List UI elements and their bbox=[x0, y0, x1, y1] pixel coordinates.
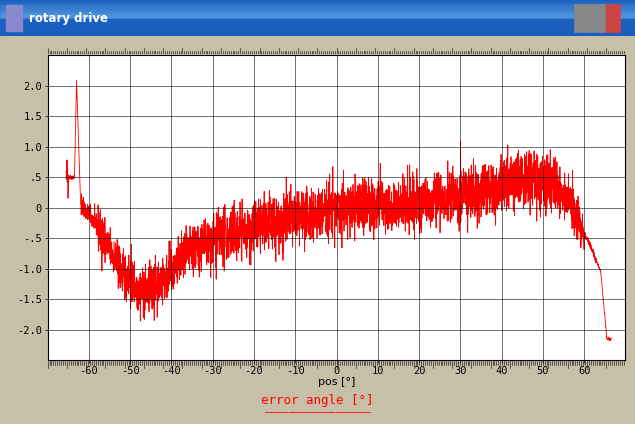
Bar bbox=[0, 15, 635, 16]
Bar bbox=[0, 3, 635, 5]
X-axis label: pos [°]: pos [°] bbox=[318, 377, 355, 388]
Bar bbox=[0, 0, 635, 1]
Bar bbox=[0, 6, 635, 7]
Bar bbox=[605, 3, 620, 33]
Bar bbox=[0, 10, 635, 11]
Bar bbox=[0, 7, 635, 8]
Bar bbox=[574, 3, 589, 33]
Text: error angle [°]: error angle [°] bbox=[261, 394, 374, 407]
Bar bbox=[589, 3, 605, 33]
Text: rotary drive: rotary drive bbox=[29, 11, 107, 25]
Bar bbox=[0, 9, 635, 10]
Bar bbox=[0, 14, 635, 15]
Bar bbox=[0, 16, 635, 17]
Bar bbox=[0, 2, 635, 3]
Bar bbox=[6, 6, 22, 31]
Bar bbox=[0, 8, 635, 9]
Bar bbox=[0, 11, 635, 12]
Bar bbox=[0, 1, 635, 2]
Bar bbox=[0, 17, 635, 18]
Bar bbox=[0, 5, 635, 6]
Text: __________________: __________________ bbox=[265, 403, 370, 413]
Bar bbox=[0, 13, 635, 14]
Bar bbox=[0, 12, 635, 13]
